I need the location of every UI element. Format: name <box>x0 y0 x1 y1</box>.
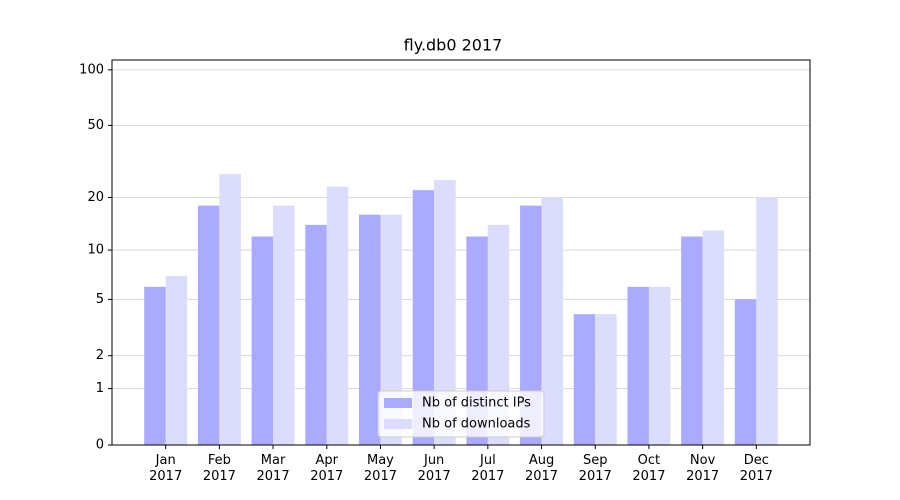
bar <box>487 224 510 445</box>
bar <box>573 314 596 445</box>
bar <box>305 224 327 445</box>
bar <box>219 174 241 445</box>
plot-frame <box>111 59 811 446</box>
bar <box>702 230 725 445</box>
bar <box>273 205 295 445</box>
y-tick-label: 10 <box>87 243 104 258</box>
bar <box>412 190 435 445</box>
bar <box>520 205 542 445</box>
bar <box>734 299 757 445</box>
legend-box <box>377 390 545 438</box>
y-tick-label: 5 <box>96 292 104 307</box>
chart-title: fly.db0 2017 <box>404 36 503 55</box>
x-tick-label: Jul 2017 <box>471 453 505 484</box>
x-tick-label: Jun 2017 <box>417 453 451 484</box>
x-tick-label: Jan 2017 <box>149 453 183 484</box>
bar <box>627 286 649 445</box>
bar <box>326 186 349 446</box>
legend-swatch <box>384 398 412 408</box>
x-tick-label: Oct 2017 <box>632 453 666 484</box>
bar <box>144 286 166 445</box>
x-tick-label: May 2017 <box>363 453 397 484</box>
legend: Nb of distinct IPs Nb of downloads <box>377 390 545 438</box>
legend-label: Nb of downloads <box>422 417 531 432</box>
bar <box>756 197 778 445</box>
bar <box>380 214 402 445</box>
y-tick-label: 0 <box>96 438 104 453</box>
bar <box>648 286 671 445</box>
bar <box>197 205 220 445</box>
x-tick-label: Mar 2017 <box>256 453 290 484</box>
x-tick-label: Sep 2017 <box>578 453 612 484</box>
bar <box>165 275 188 445</box>
bar <box>541 197 564 445</box>
y-tick-label: 2 <box>96 348 104 363</box>
x-tick-label: Dec 2017 <box>739 453 773 484</box>
legend-swatch <box>384 419 412 429</box>
bar <box>358 214 381 445</box>
x-tick-label: Aug 2017 <box>524 453 559 484</box>
bar <box>434 180 456 445</box>
y-tick-label: 20 <box>87 190 104 205</box>
y-tick-label: 100 <box>79 62 104 77</box>
y-tick-label: 1 <box>96 381 104 396</box>
bar <box>595 314 617 445</box>
x-tick-label: Apr 2017 <box>310 453 344 484</box>
bar <box>681 236 703 445</box>
x-tick-label: Nov 2017 <box>686 453 720 484</box>
y-tick-label: 50 <box>87 118 104 133</box>
legend-label: Nb of distinct IPs <box>422 396 531 411</box>
bar <box>251 236 274 445</box>
x-tick-label: Feb 2017 <box>202 453 236 484</box>
